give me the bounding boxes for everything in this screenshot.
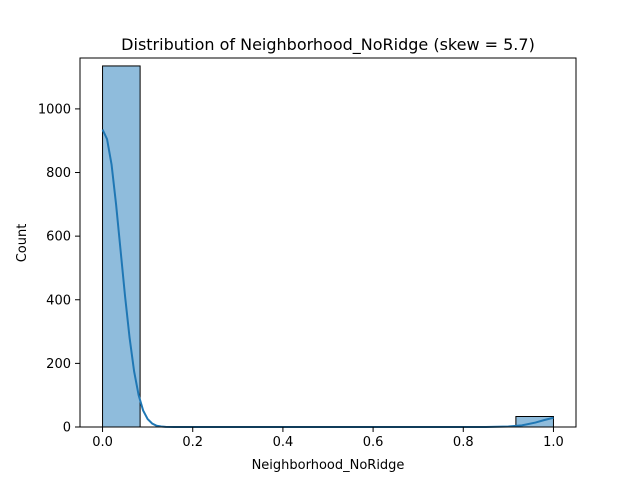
x-tick-label: 0.8 bbox=[453, 435, 474, 450]
x-tick-label: 0.6 bbox=[363, 435, 384, 450]
x-axis-ticks: 0.0 0.2 0.4 0.6 0.8 1.0 bbox=[92, 427, 564, 450]
y-tick-label: 200 bbox=[46, 357, 71, 372]
y-tick-label: 600 bbox=[46, 230, 71, 245]
axes-frame bbox=[79, 57, 577, 428]
bars-group bbox=[102, 65, 554, 428]
x-axis-label: Neighborhood_NoRidge bbox=[252, 458, 405, 473]
y-axis-label: Count bbox=[15, 224, 30, 263]
y-axis-ticks: 0 200 400 600 800 1000 bbox=[38, 102, 80, 436]
chart-title: Distribution of Neighborhood_NoRidge (sk… bbox=[121, 35, 535, 55]
x-tick-label: 0.0 bbox=[92, 435, 113, 450]
y-tick-label: 800 bbox=[46, 166, 71, 181]
x-tick-label: 1.0 bbox=[543, 435, 564, 450]
x-tick-label: 0.2 bbox=[182, 435, 203, 450]
y-tick-label: 1000 bbox=[38, 102, 71, 117]
kde-curve bbox=[101, 129, 554, 428]
y-tick-label: 400 bbox=[46, 293, 71, 308]
y-tick-label: 0 bbox=[63, 421, 71, 436]
x-tick-label: 0.4 bbox=[273, 435, 294, 450]
